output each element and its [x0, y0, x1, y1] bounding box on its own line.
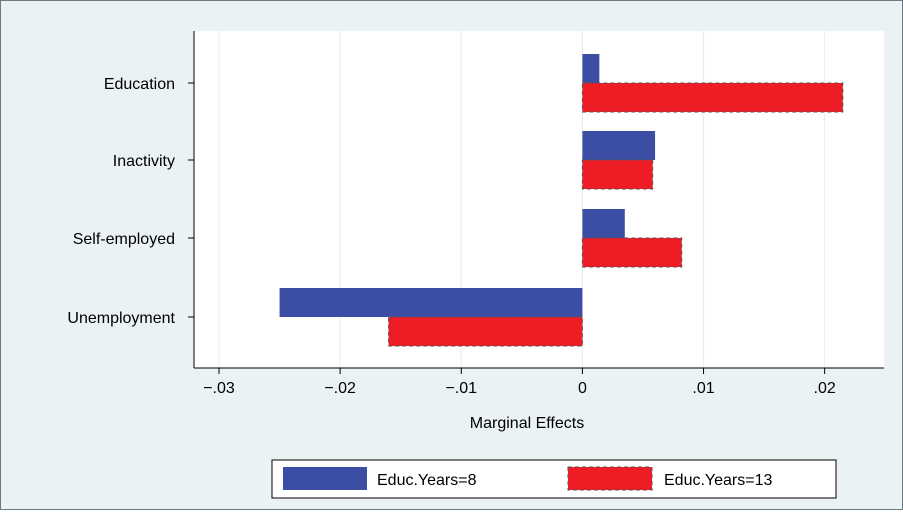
x-tick-label: −.01: [445, 380, 477, 397]
x-tick-label: .01: [692, 380, 714, 397]
bar-educ-8: [582, 209, 625, 238]
legend-swatch-educ-8: [283, 467, 367, 490]
x-axis-title: Marginal Effects: [470, 415, 584, 432]
x-tick-label: −.03: [203, 380, 235, 397]
tick-layer: −.03 −.02 −.01 0 .01 .02: [203, 368, 836, 397]
bar-educ-8: [582, 131, 656, 160]
category-label-layer: Education Inactivity Self-employed Unemploy…: [67, 76, 194, 327]
legend-swatch-educ-13: [567, 466, 653, 491]
bar-educ-8: [582, 54, 600, 83]
bar-educ-13: [581, 237, 683, 268]
category-label: Inactivity: [113, 153, 175, 170]
legend-label-educ-13: Educ.Years=13: [664, 472, 772, 489]
x-tick-label: 0: [578, 380, 587, 397]
bar-educ-8: [279, 288, 583, 317]
bar-layer: [279, 54, 844, 347]
x-tick-label: −.02: [324, 380, 356, 397]
category-label: Unemployment: [67, 310, 175, 327]
legend: Educ.Years=8 Educ.Years=13: [271, 459, 837, 499]
category-label: Education: [104, 76, 175, 93]
bar-educ-13: [581, 159, 654, 190]
bar-educ-13: [581, 82, 844, 113]
legend-label-educ-8: Educ.Years=8: [377, 472, 477, 489]
x-tick-label: .02: [814, 380, 836, 397]
bar-educ-13: [388, 316, 583, 347]
category-label: Self-employed: [73, 231, 175, 248]
